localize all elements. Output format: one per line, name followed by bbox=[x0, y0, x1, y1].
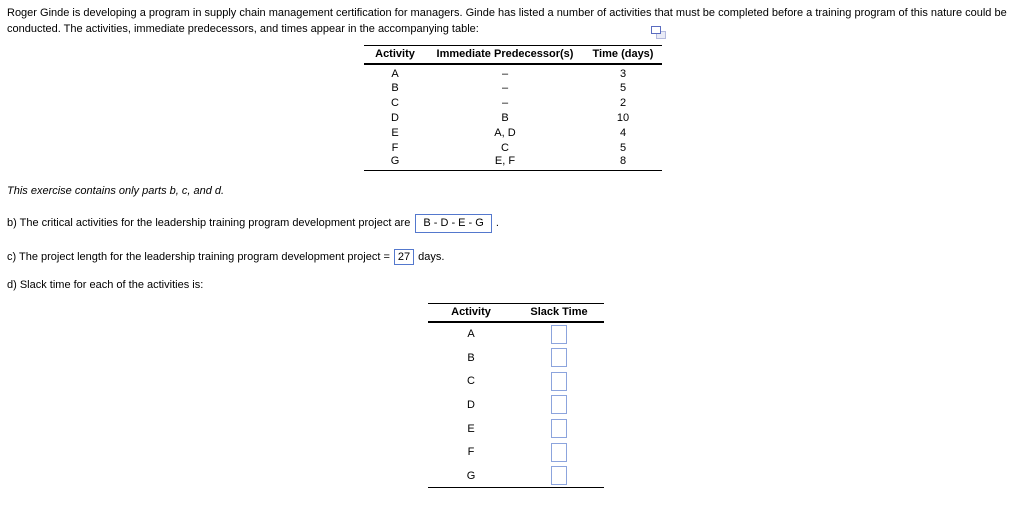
activity-cell: F bbox=[467, 446, 475, 459]
slack-input-a[interactable] bbox=[551, 324, 567, 344]
table-row: G bbox=[428, 464, 604, 489]
problem-statement: Roger Ginde is developing a program in s… bbox=[7, 7, 1007, 35]
activity-cell: B bbox=[391, 81, 399, 94]
activity-cell: D bbox=[467, 398, 475, 411]
predecessors-cell: – bbox=[501, 96, 509, 109]
activity-cell: B bbox=[467, 351, 475, 364]
predecessors-cell: – bbox=[501, 81, 509, 94]
table-row: C – 2 bbox=[364, 95, 662, 110]
slack-input-e[interactable] bbox=[551, 419, 567, 439]
slack-input-f[interactable] bbox=[551, 442, 567, 462]
table-row: A bbox=[428, 322, 604, 346]
time-cell: 8 bbox=[584, 155, 662, 171]
predecessors-cell: B bbox=[501, 111, 509, 124]
activity-column-header: Activity bbox=[428, 303, 514, 323]
part-c-answer-box[interactable]: 27 bbox=[393, 249, 415, 265]
slack-time-column-header: Slack Time bbox=[514, 303, 604, 323]
slack-cell bbox=[514, 417, 604, 441]
predecessors-cell: – bbox=[501, 68, 509, 80]
part-b-suffix: . bbox=[495, 217, 499, 229]
time-cell: 4 bbox=[619, 126, 627, 139]
time-cell: 3 bbox=[619, 68, 627, 80]
table-row: F bbox=[428, 440, 604, 464]
time-column-header: Time (days) bbox=[584, 45, 662, 65]
slack-input-g[interactable] bbox=[551, 466, 567, 486]
activity-cell: A bbox=[467, 328, 475, 341]
table-row: D B 10 bbox=[364, 110, 662, 125]
exercise-note: This exercise contains only parts b, c, … bbox=[7, 185, 225, 197]
slack-time-table: Activity Slack Time A B C D E bbox=[428, 303, 604, 489]
time-cell: 5 bbox=[619, 141, 627, 154]
part-d-line: d) Slack time for each of the activities… bbox=[7, 279, 203, 291]
activity-table-header-row: Activity Immediate Predecessor(s) Time (… bbox=[364, 45, 662, 65]
slack-cell bbox=[514, 393, 604, 417]
table-row: C bbox=[428, 369, 604, 393]
activity-table: Activity Immediate Predecessor(s) Time (… bbox=[364, 45, 662, 171]
part-b-line: b) The critical activities for the leade… bbox=[7, 213, 499, 233]
activity-cell: F bbox=[391, 141, 399, 154]
table-row: E A, D 4 bbox=[364, 125, 662, 140]
part-b-text: b) The critical activities for the leade… bbox=[7, 217, 411, 229]
part-c-suffix: days. bbox=[418, 251, 445, 263]
predecessors-column-header: Immediate Predecessor(s) bbox=[426, 45, 584, 65]
part-c-line: c) The project length for the leadership… bbox=[7, 248, 444, 266]
activity-cell: C bbox=[467, 375, 475, 388]
slack-cell bbox=[514, 322, 604, 346]
part-d-text: d) Slack time for each of the activities… bbox=[7, 279, 204, 291]
activity-cell: A bbox=[391, 68, 399, 80]
table-row: E bbox=[428, 417, 604, 441]
activity-cell: G bbox=[364, 155, 426, 171]
activity-cell: C bbox=[391, 96, 399, 109]
activity-cell: E bbox=[467, 422, 475, 435]
slack-input-d[interactable] bbox=[551, 395, 567, 415]
activity-column-header: Activity bbox=[364, 45, 426, 65]
activity-cell: E bbox=[391, 126, 399, 139]
slack-input-c[interactable] bbox=[551, 371, 567, 391]
table-row: D bbox=[428, 393, 604, 417]
part-c-text: c) The project length for the leadership… bbox=[7, 251, 390, 263]
table-row: B – 5 bbox=[364, 80, 662, 95]
time-cell: 5 bbox=[619, 81, 627, 94]
table-row: F C 5 bbox=[364, 140, 662, 155]
table-row: B bbox=[428, 346, 604, 370]
duplicate-window-icon-front bbox=[651, 26, 661, 34]
slack-cell bbox=[514, 346, 604, 370]
slack-input-b[interactable] bbox=[551, 348, 567, 368]
table-row: G E, F 8 bbox=[364, 155, 662, 171]
activity-cell: D bbox=[391, 111, 399, 124]
activity-cell: G bbox=[428, 464, 514, 489]
duplicate-window-icon-back bbox=[656, 31, 666, 39]
duplicate-window-icon[interactable] bbox=[651, 26, 666, 39]
slack-cell bbox=[514, 440, 604, 464]
slack-cell bbox=[514, 464, 604, 489]
time-cell: 2 bbox=[619, 96, 627, 109]
part-b-answer-box[interactable]: B - D - E - G bbox=[415, 213, 492, 233]
table-row: A – 3 bbox=[364, 64, 662, 80]
predecessors-cell: A, D bbox=[494, 126, 516, 139]
slack-cell bbox=[514, 369, 604, 393]
time-cell: 10 bbox=[616, 111, 630, 124]
slack-table-header-row: Activity Slack Time bbox=[428, 303, 604, 323]
predecessors-cell: E, F bbox=[426, 155, 584, 171]
predecessors-cell: C bbox=[501, 141, 509, 154]
